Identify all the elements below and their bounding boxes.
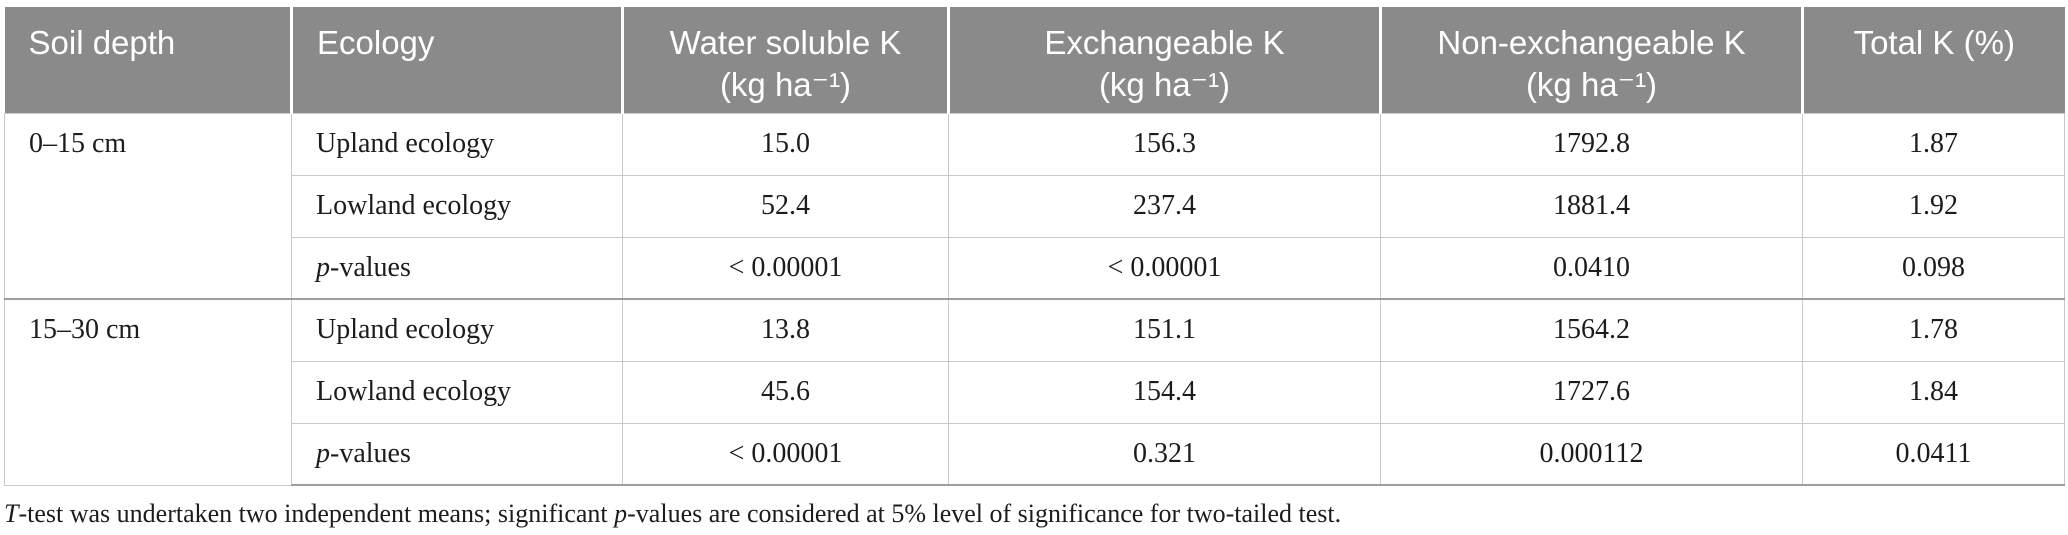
header-non-exchangeable-k: Non-exchangeable K (kg ha⁻¹) <box>1380 7 1804 113</box>
p-italic: p <box>316 437 330 469</box>
footnote-part1: -test was undertaken two independent mea… <box>18 499 615 528</box>
cell-value: < 0.00001 <box>622 236 949 300</box>
footnote-t-italic: T <box>4 499 19 528</box>
header-title: Non-exchangeable K <box>1437 24 1746 61</box>
cell-value: 1881.4 <box>1380 174 1803 238</box>
p-italic: p <box>316 251 330 283</box>
table-row: Lowland ecology 45.6 154.4 1727.6 1.84 <box>5 360 2065 424</box>
cell-value: 237.4 <box>948 174 1381 238</box>
cell-value: 0.321 <box>948 422 1381 486</box>
cell-value: 52.4 <box>622 174 949 238</box>
header-unit: (kg ha⁻¹) <box>719 66 852 103</box>
header-unit: (kg ha⁻¹) <box>1098 66 1231 103</box>
cell-ecology: Lowland ecology <box>291 360 623 424</box>
cell-value: 45.6 <box>622 360 949 424</box>
table-row: p-values < 0.00001 0.321 0.000112 0.0411 <box>5 422 2065 486</box>
table-row: p-values < 0.00001 < 0.00001 0.0410 0.09… <box>5 236 2065 300</box>
cell-value: 1564.2 <box>1380 298 1803 362</box>
cell-value: 1727.6 <box>1380 360 1803 424</box>
header-ecology: Ecology <box>291 7 624 113</box>
cell-value: 0.0411 <box>1802 422 2065 486</box>
header-title: Ecology <box>317 24 435 61</box>
cell-pvalues-label: p-values <box>291 422 623 486</box>
header-exchangeable-k: Exchangeable K (kg ha⁻¹) <box>948 7 1382 113</box>
header-title: Exchangeable K <box>1044 24 1285 61</box>
cell-value: 0.098 <box>1802 236 2065 300</box>
cell-value: 156.3 <box>948 112 1381 176</box>
cell-ecology: Lowland ecology <box>291 174 623 238</box>
header-title: Soil depth <box>28 24 176 61</box>
cell-value: 13.8 <box>622 298 949 362</box>
footnote-p-italic: p <box>614 499 628 528</box>
header-unit: (kg ha⁻¹) <box>1525 66 1658 103</box>
table-header-row: Soil depth Ecology Water soluble K (kg h… <box>4 7 2065 113</box>
header-total-k: Total K (%) <box>1802 7 2065 113</box>
header-title: Total K (%) <box>1853 24 2015 61</box>
header-water-soluble-k: Water soluble K (kg ha⁻¹) <box>622 7 950 113</box>
cell-depth-0-15: 0–15 cm <box>4 112 292 300</box>
cell-value: 151.1 <box>948 298 1381 362</box>
header-soil-depth: Soil depth <box>4 7 293 113</box>
cell-ecology: Upland ecology <box>291 298 623 362</box>
cell-depth-15-30: 15–30 cm <box>4 298 292 486</box>
p-rest: -values <box>330 437 411 469</box>
cell-value: 1.78 <box>1802 298 2065 362</box>
header-title: Water soluble K <box>669 24 902 61</box>
cell-value: 0.000112 <box>1380 422 1803 486</box>
cell-value: 15.0 <box>622 112 949 176</box>
cell-value: < 0.00001 <box>948 236 1381 300</box>
cell-pvalues-label: p-values <box>291 236 623 300</box>
footnote-part2: -values are considered at 5% level of si… <box>627 499 1342 528</box>
soil-potassium-table: Soil depth Ecology Water soluble K (kg h… <box>4 7 2065 486</box>
cell-value: 0.0410 <box>1380 236 1803 300</box>
table-footnote: T-test was undertaken two independent me… <box>4 499 2064 529</box>
cell-value: 1.92 <box>1802 174 2065 238</box>
cell-value: 154.4 <box>948 360 1381 424</box>
table-row: Lowland ecology 52.4 237.4 1881.4 1.92 <box>5 174 2065 238</box>
table-row: 15–30 cm Upland ecology 13.8 151.1 1564.… <box>4 298 2065 486</box>
cell-value: 1.87 <box>1802 112 2065 176</box>
cell-value: 1792.8 <box>1380 112 1803 176</box>
cell-value: < 0.00001 <box>622 422 949 486</box>
cell-ecology: Upland ecology <box>291 112 623 176</box>
p-rest: -values <box>330 251 411 283</box>
cell-value: 1.84 <box>1802 360 2065 424</box>
table-row: 0–15 cm Upland ecology 15.0 156.3 1792.8… <box>4 112 2065 300</box>
